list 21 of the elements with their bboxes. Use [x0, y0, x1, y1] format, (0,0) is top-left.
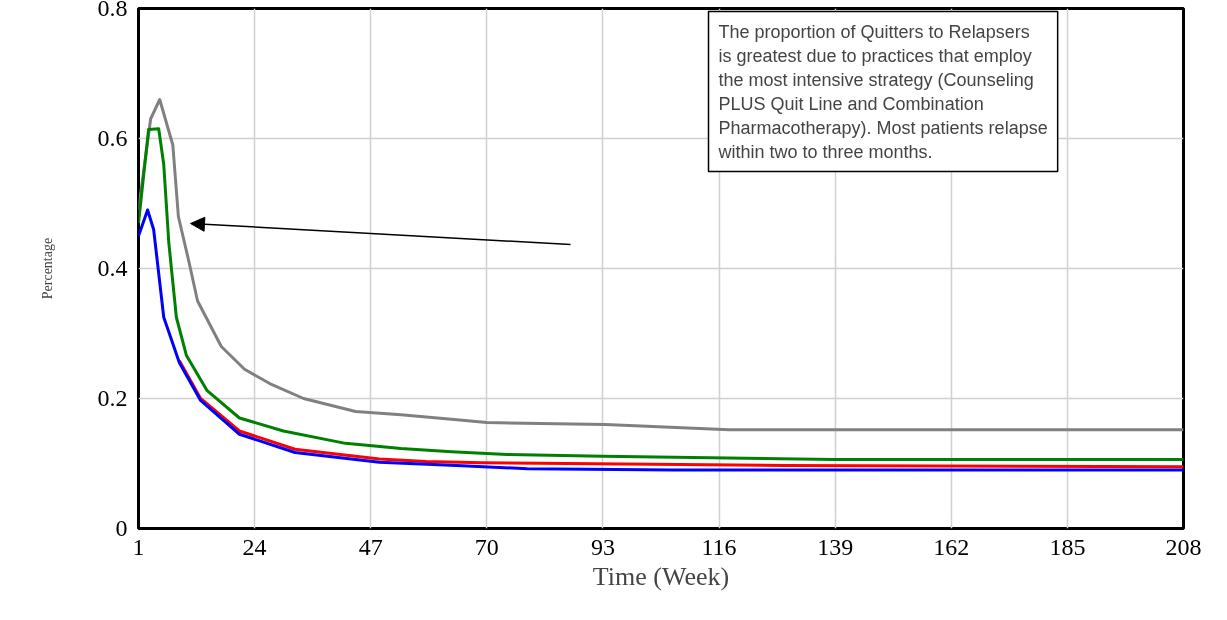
y-tick-label: 0.2	[97, 385, 128, 411]
x-tick-label: 70	[474, 533, 499, 560]
y-tick-label: 0.8	[97, 0, 128, 21]
x-tick-label: 116	[701, 533, 737, 560]
annotation: The proportion of Quitters to Relapsers is greatest due to practices that employ the most intensive strategy (Counseling PLUS Quit Line and Combination Pharmacotherapy). Most patients relapse within two to three months.	[717, 21, 1048, 162]
x-tick-label: 1	[132, 533, 145, 560]
y-tick-label: 0	[115, 515, 128, 541]
line-series	[177, 359, 1184, 469]
x-tick-label: 47	[358, 533, 383, 560]
y-tick-label: 0.4	[97, 255, 128, 281]
x-axis-title: Time (Week)	[592, 561, 730, 591]
y-tick-label: 0.6	[97, 125, 128, 151]
line-series	[138, 98, 1184, 432]
x-tick-label: 24	[242, 533, 267, 560]
y-axis-title: Percentage	[39, 237, 55, 300]
x-tick-label: 139	[817, 533, 854, 560]
x-tick-label: 208	[1165, 533, 1202, 560]
x-tick-label: 185	[1049, 533, 1086, 560]
x-tick-label: 93	[590, 533, 615, 560]
x-tick-label: 162	[933, 533, 970, 560]
line-series	[138, 208, 1184, 472]
